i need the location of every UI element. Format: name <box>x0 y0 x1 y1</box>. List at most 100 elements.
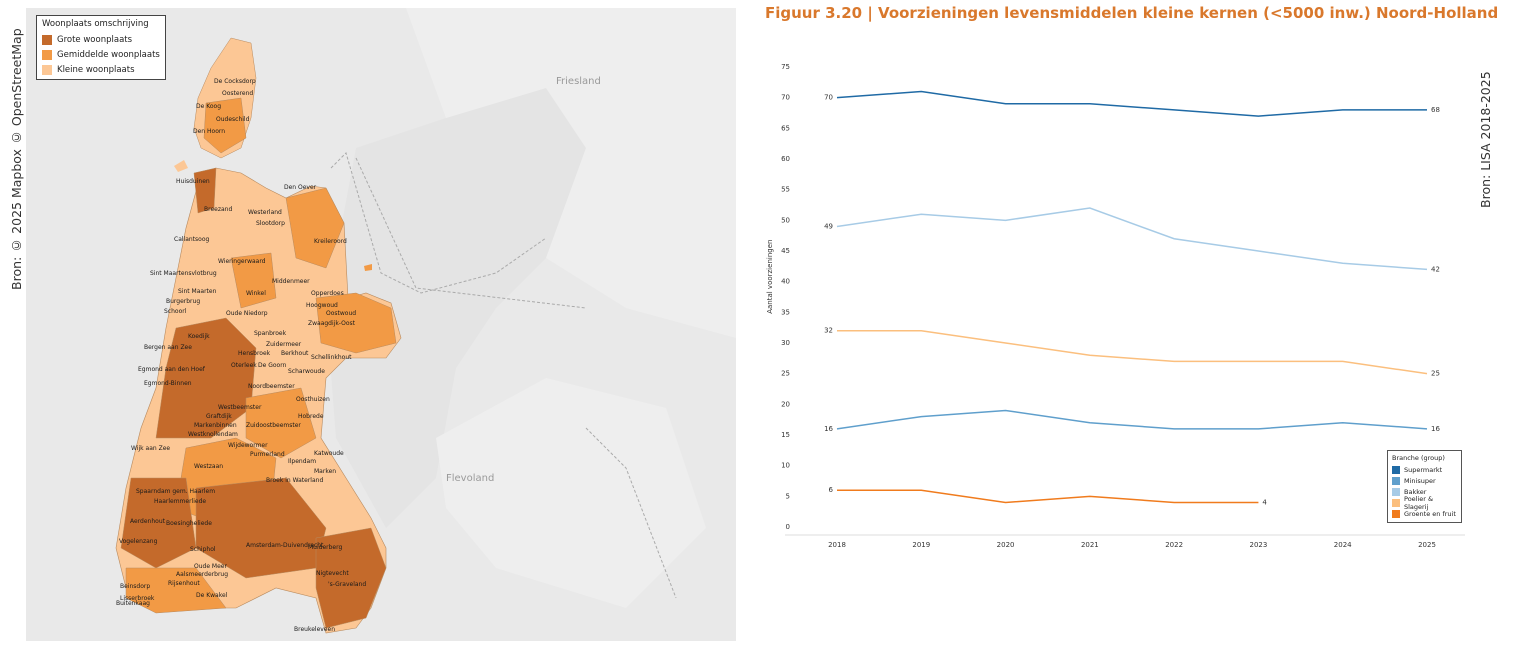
y-tick-label: 20 <box>781 400 790 408</box>
place-label: Oostwoud <box>326 310 357 317</box>
series-line-minisuper <box>836 409 1428 430</box>
data-label-last: 42 <box>1431 265 1440 273</box>
place-label: Aalsmeerderbrug <box>176 571 229 578</box>
place-label: Hoogwoud <box>306 302 338 309</box>
place-label: Breukeleveen <box>294 626 335 633</box>
place-label: Aerdenhout <box>130 518 165 525</box>
map-panel[interactable]: Woonplaats omschrijving Grote woonplaats… <box>26 8 736 641</box>
place-label: Burgerbrug <box>166 298 201 305</box>
legend-swatch <box>42 49 52 60</box>
legend-swatch <box>1392 498 1400 507</box>
y-tick-label: 0 <box>786 523 790 531</box>
place-label: Oosterend <box>222 90 254 97</box>
data-label-first: 32 <box>824 327 833 335</box>
map-legend-title: Woonplaats omschrijving <box>42 19 149 29</box>
place-label: Egmond-Binnen <box>144 380 192 387</box>
map-source-label: Bron: © 2025 Mapbox © OpenStreetMap <box>9 28 24 290</box>
place-label: Oosthuizen <box>296 396 330 403</box>
place-label: De Goorn <box>258 362 287 369</box>
y-tick-label: 55 <box>781 186 790 194</box>
place-label: Egmond aan den Hoef <box>138 366 205 373</box>
patch-purmerend <box>245 387 317 459</box>
chart-source-label: Bron: LISA 2018-2025 <box>1478 71 1493 208</box>
x-tick-label: 2022 <box>1165 541 1183 549</box>
chart-legend-item: Minisuper <box>1392 475 1457 486</box>
patch-alkmaar <box>155 317 257 439</box>
data-label-first: 49 <box>824 222 833 230</box>
data-label-first: 6 <box>829 486 834 494</box>
y-tick-label: 35 <box>781 308 790 316</box>
y-tick-label: 45 <box>781 247 790 255</box>
y-tick-label: 65 <box>781 124 790 132</box>
place-label: Buitenkaag <box>116 600 150 607</box>
place-label: Beinsdorp <box>120 583 151 590</box>
data-label-last: 68 <box>1431 106 1440 114</box>
place-label: Ilpendam <box>288 458 317 465</box>
place-label: Nigtevecht <box>316 570 349 577</box>
place-label: 's-Graveland <box>328 581 367 588</box>
region-label-friesland: Friesland <box>556 76 601 87</box>
x-tick-label: 2021 <box>1081 541 1099 549</box>
legend-swatch <box>1392 476 1400 485</box>
data-label-first: 16 <box>824 425 833 433</box>
chart-legend-item: Supermarkt <box>1392 464 1457 475</box>
legend-swatch <box>42 34 52 45</box>
place-label: Wijk aan Zee <box>131 445 171 452</box>
province-border <box>330 152 547 294</box>
x-tick-label: 2019 <box>912 541 930 549</box>
chart-legend-item: Poelier & Slagerij <box>1392 495 1457 511</box>
y-tick-label: 30 <box>781 339 790 347</box>
y-tick-label: 60 <box>781 155 790 163</box>
data-label-last: 16 <box>1431 425 1440 433</box>
place-label: Broek in Waterland <box>266 477 324 484</box>
patch-schagen <box>230 252 277 309</box>
place-label: Westerland <box>248 209 282 216</box>
place-label: Graftdijk <box>206 413 232 420</box>
place-label: Muiderberg <box>308 544 343 551</box>
place-label: Rijsenhout <box>168 580 200 587</box>
chart-legend-item: Bakker <box>1392 486 1457 497</box>
place-label: Zwaagdijk-Oost <box>308 320 356 327</box>
ijsselmeer-water <box>326 88 586 528</box>
y-axis-label: Aantal voorzieningen <box>766 240 774 314</box>
patch-den-helder <box>193 167 217 214</box>
place-label: Huisduinen <box>176 178 210 185</box>
series-line-poelier-slagerij <box>837 329 1428 375</box>
y-tick-label: 10 <box>781 462 790 470</box>
series-line-groente-en-fruit <box>837 489 1259 504</box>
chart-legend: Branche (group) Supermarkt Minisuper Bakke… <box>1387 450 1462 523</box>
place-label: Noordbeemster <box>248 383 295 390</box>
patch-kreileroord <box>285 187 345 269</box>
region-label-flevoland: Flevoland <box>446 473 495 484</box>
place-label: Den Oever <box>284 184 317 191</box>
flevoland-land <box>436 378 706 608</box>
place-label: Vogelenzang <box>119 538 158 545</box>
place-label: De Kwakel <box>196 592 228 599</box>
y-tick-label: 25 <box>781 370 790 378</box>
y-tick-label: 70 <box>781 94 790 102</box>
place-label: Oterleek <box>231 362 257 369</box>
place-label: Bergen aan Zee <box>144 344 192 351</box>
place-label: Callantsoog <box>174 236 210 243</box>
place-label: Oude Niedorp <box>226 310 268 317</box>
texel-mid <box>203 97 247 154</box>
place-label: Zuidermeer <box>266 341 302 348</box>
series-line-bakker <box>836 207 1428 271</box>
map-legend-item: Grote woonplaats <box>42 32 160 47</box>
data-label-first: 70 <box>824 94 833 102</box>
place-label: Wieringerwaard <box>218 258 266 265</box>
y-tick-label: 40 <box>781 278 790 286</box>
place-label: Hobrede <box>298 413 324 420</box>
legend-label: Groente en fruit <box>1404 509 1456 518</box>
data-label-last: 4 <box>1262 498 1267 506</box>
x-tick-label: 2018 <box>828 541 846 549</box>
data-label-last: 25 <box>1431 370 1440 378</box>
patch-gooi <box>315 527 387 629</box>
place-label: Marken <box>314 468 337 475</box>
patch-hoorn <box>315 292 397 354</box>
place-label: Schiphol <box>190 546 216 553</box>
y-tick-label: 50 <box>781 216 790 224</box>
legend-swatch <box>1392 487 1400 496</box>
place-label: Haarlemmerliede <box>154 498 207 505</box>
friesland-land <box>406 8 736 338</box>
